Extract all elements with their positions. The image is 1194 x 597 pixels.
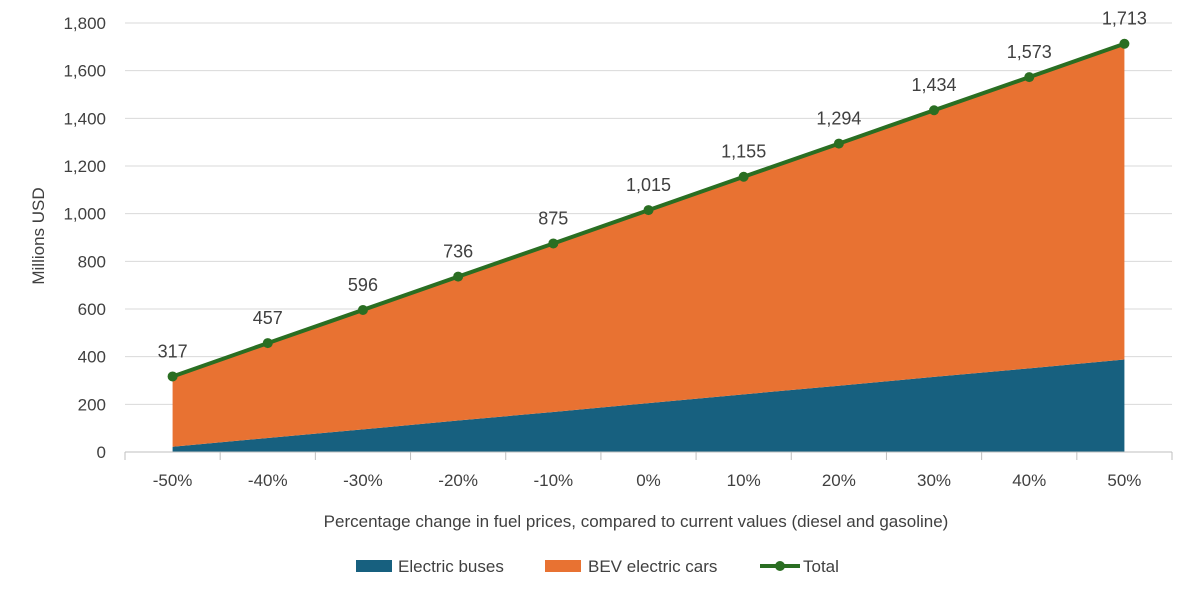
legend-label-electric-buses: Electric buses <box>398 557 504 576</box>
total-point <box>643 205 654 216</box>
y-tick-label: 1,600 <box>63 62 106 81</box>
total-point <box>833 138 844 149</box>
data-label: 875 <box>538 208 568 228</box>
x-axis-title: Percentage change in fuel prices, compar… <box>324 512 949 531</box>
data-label: 1,713 <box>1102 9 1147 29</box>
y-axis-ticks: 0 200 400 600 800 1,000 1,200 1,400 1,600 1,800 <box>63 14 106 462</box>
x-tick-label: 50% <box>1107 471 1141 490</box>
x-axis <box>124 451 1173 460</box>
legend-label-bev-electric-cars: BEV electric cars <box>588 557 717 576</box>
total-point <box>357 304 368 315</box>
y-axis-title: Millions USD <box>29 187 48 284</box>
data-label: 317 <box>158 341 188 361</box>
y-tick-label: 600 <box>78 300 106 319</box>
y-tick-label: 1,200 <box>63 157 106 176</box>
legend-swatch-electric-buses <box>356 560 392 572</box>
x-tick-label: -40% <box>248 471 288 490</box>
x-tick-label: -30% <box>343 471 383 490</box>
legend-swatch-total-marker <box>775 561 785 571</box>
data-label: 1,015 <box>626 175 671 195</box>
x-tick-label: -20% <box>438 471 478 490</box>
total-point <box>167 371 178 382</box>
data-labels: 317 457 596 736 875 1,015 1,155 1,294 1,434 1,573… <box>158 9 1147 362</box>
x-tick-label: 30% <box>917 471 951 490</box>
total-point <box>929 105 940 116</box>
total-point <box>548 238 559 249</box>
legend-swatch-bev-electric-cars <box>545 560 581 572</box>
total-point <box>262 338 273 349</box>
data-label: 596 <box>348 275 378 295</box>
y-tick-label: 1,800 <box>63 14 106 33</box>
x-tick-label: 10% <box>727 471 761 490</box>
data-label: 736 <box>443 242 473 262</box>
bev-electric-cars-area <box>172 43 1125 447</box>
legend: Electric buses BEV electric cars Total <box>356 557 839 576</box>
x-tick-label: -50% <box>153 471 193 490</box>
total-point <box>1119 38 1130 49</box>
electric-buses-area <box>172 359 1125 452</box>
y-tick-label: 0 <box>97 443 106 462</box>
x-tick-label: 20% <box>822 471 856 490</box>
y-tick-label: 1,400 <box>63 109 106 128</box>
y-tick-label: 1,000 <box>63 205 106 224</box>
data-label: 1,573 <box>1007 42 1052 62</box>
x-axis-ticks: -50% -40% -30% -20% -10% 0% 10% 20% 30% 40% 50% <box>153 471 1142 490</box>
area-series <box>172 43 1125 452</box>
y-tick-label: 800 <box>78 252 106 271</box>
total-point <box>453 271 464 282</box>
data-label: 1,294 <box>816 109 861 129</box>
x-tick-label: -10% <box>533 471 573 490</box>
x-tick-label: 0% <box>636 471 661 490</box>
total-line-series <box>167 38 1130 382</box>
data-label: 457 <box>253 308 283 328</box>
x-tick-label: 40% <box>1012 471 1046 490</box>
data-label: 1,434 <box>912 75 957 95</box>
total-point <box>1024 72 1035 83</box>
legend-label-total: Total <box>803 557 839 576</box>
total-point <box>738 171 749 182</box>
y-tick-label: 200 <box>78 395 106 414</box>
y-tick-label: 400 <box>78 348 106 367</box>
data-label: 1,155 <box>721 142 766 162</box>
